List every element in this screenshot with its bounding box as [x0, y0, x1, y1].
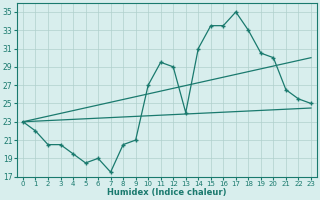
X-axis label: Humidex (Indice chaleur): Humidex (Indice chaleur) [107, 188, 227, 197]
